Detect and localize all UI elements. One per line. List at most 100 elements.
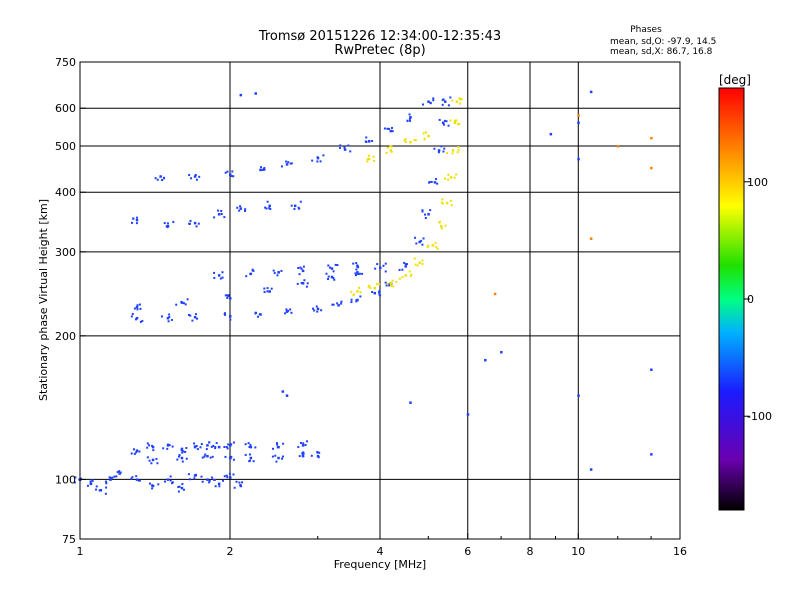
echo-point [134, 318, 137, 321]
echo-point [457, 122, 460, 125]
x-tick-label: 1 [77, 545, 84, 558]
y-tick-label: 500 [55, 140, 76, 153]
echo-point [226, 296, 229, 299]
echo-point [386, 127, 389, 130]
echo-point [135, 222, 138, 225]
echo-point [226, 447, 229, 450]
echo-point [146, 446, 149, 449]
echo-point [459, 98, 462, 101]
echo-point [184, 303, 187, 306]
echo-point [137, 479, 140, 482]
echo-point [148, 459, 151, 462]
echo-point [392, 285, 395, 288]
echo-point [431, 244, 435, 247]
echo-point [260, 166, 263, 169]
echo-point [453, 119, 456, 122]
echo-point [163, 480, 166, 483]
colorbar [718, 87, 745, 511]
echo-point [422, 237, 425, 240]
echo-point [404, 265, 407, 268]
colorbar-tick-label: 100 [747, 176, 768, 189]
echo-point [389, 149, 393, 152]
echo-point [458, 97, 461, 100]
echo-point [239, 93, 243, 97]
echo-point [269, 208, 272, 211]
echo-point [231, 170, 234, 173]
echo-point [438, 220, 441, 223]
echo-point [244, 453, 247, 456]
echo-point [422, 103, 425, 106]
echo-point [135, 451, 138, 454]
echo-point [210, 445, 213, 448]
echo-point [178, 485, 181, 488]
echo-point [188, 478, 191, 481]
echo-point [322, 154, 325, 157]
echo-point [195, 225, 198, 228]
echo-point [421, 209, 424, 212]
grid-lines [80, 62, 680, 539]
echo-point [208, 441, 211, 444]
echo-point [328, 266, 331, 269]
echo-point [430, 180, 433, 183]
echo-point [214, 446, 217, 449]
x-tick-label: 16 [673, 545, 687, 558]
echo-point [266, 200, 269, 203]
echo-point [450, 204, 453, 207]
echo-point [130, 221, 133, 224]
echo-point [354, 274, 357, 277]
echo-point [378, 293, 381, 296]
echo-point [301, 444, 305, 447]
echo-point [455, 100, 459, 103]
echo-point [230, 175, 233, 178]
echo-point [184, 450, 187, 453]
echo-point [577, 157, 580, 161]
echo-point [132, 448, 135, 451]
x-tick-label: 10 [571, 545, 585, 558]
echo-point [449, 176, 453, 179]
echo-point [111, 476, 114, 479]
echo-point [249, 272, 252, 275]
echo-point [356, 290, 359, 293]
echo-point [151, 458, 155, 462]
echo-point [443, 147, 446, 150]
echo-point [232, 458, 235, 461]
echo-point [217, 445, 221, 449]
echo-point [252, 460, 255, 463]
echo-point [182, 488, 185, 491]
echo-point [440, 145, 443, 148]
echo-point [80, 477, 83, 480]
echo-point [166, 478, 170, 481]
echo-point [268, 204, 271, 208]
echo-point [401, 276, 404, 279]
echo-point [409, 140, 412, 144]
echo-point [332, 303, 335, 306]
echo-point [416, 264, 419, 267]
echo-point [244, 443, 247, 446]
echo-point [441, 103, 444, 106]
echo-point [154, 177, 157, 180]
echo-point [252, 269, 255, 272]
echo-point [293, 208, 296, 211]
echo-point [302, 452, 305, 455]
echo-point [229, 476, 232, 479]
echo-point [442, 150, 445, 153]
echo-point [232, 441, 235, 444]
echo-point [282, 442, 285, 445]
x-tick-label: 2 [227, 545, 234, 558]
echo-point [275, 460, 278, 463]
echo-point [427, 135, 430, 138]
echo-point [304, 444, 307, 447]
echo-point [182, 302, 185, 305]
echo-point [299, 441, 302, 444]
echo-point [650, 166, 653, 170]
echo-point [358, 272, 361, 275]
echo-point [226, 476, 229, 479]
echo-point [420, 239, 423, 242]
echo-point [228, 472, 231, 475]
echo-point [434, 241, 437, 244]
echo-point [398, 277, 401, 280]
echo-point [293, 204, 297, 208]
echo-point [266, 290, 269, 293]
echo-point [447, 178, 450, 181]
echo-point [364, 140, 367, 143]
